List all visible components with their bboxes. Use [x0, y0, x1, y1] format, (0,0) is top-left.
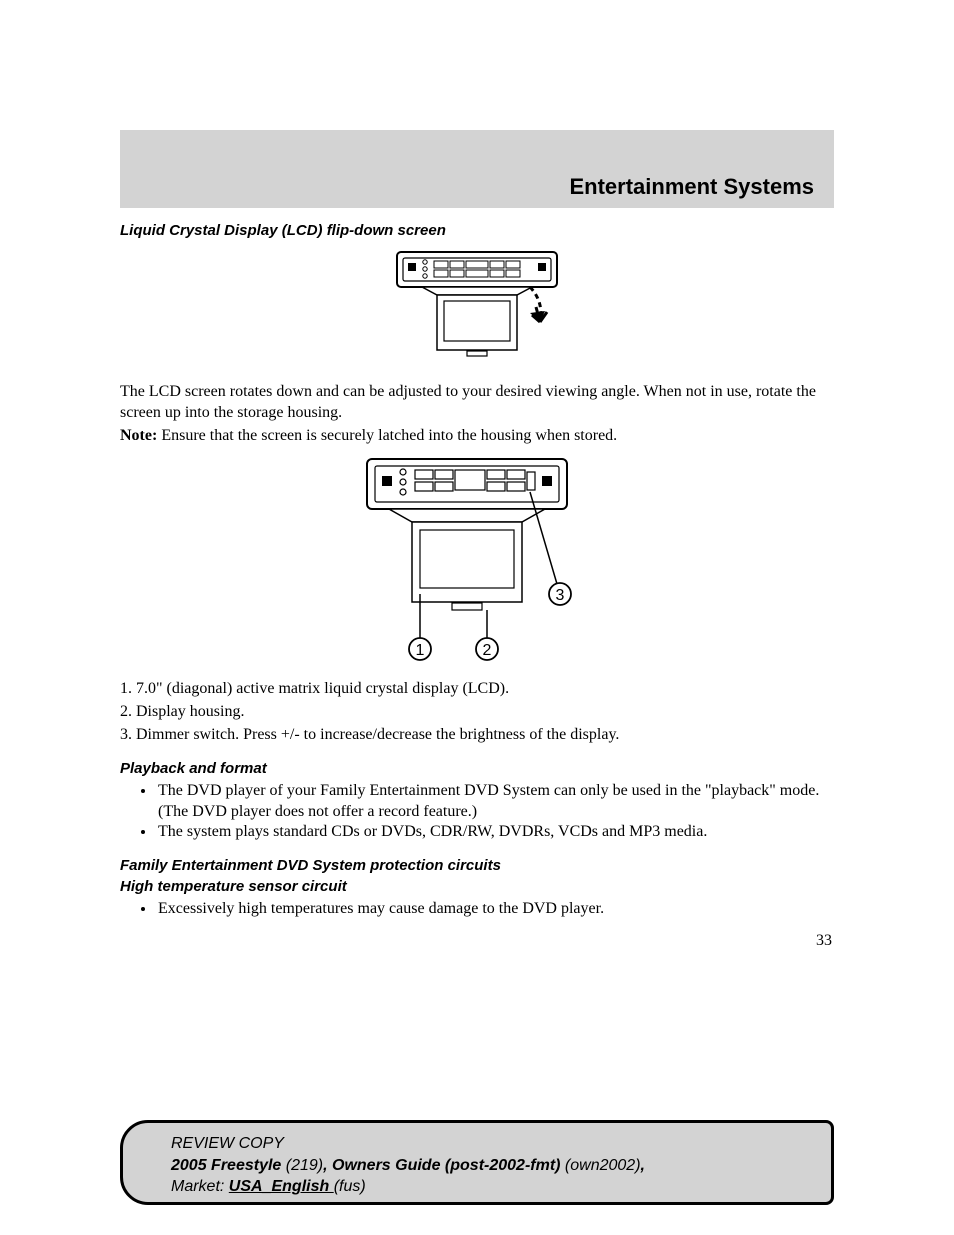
footer-line-2: 2005 Freestyle (219), Owners Guide (post… — [171, 1155, 811, 1177]
bullet-list-protection: Excessively high temperatures may cause … — [156, 899, 834, 920]
callout-item-1: 1. 7.0" (diagonal) active matrix liquid … — [120, 679, 834, 700]
callout-2: 2 — [483, 642, 492, 659]
para-note: Note: Ensure that the screen is securely… — [120, 426, 834, 447]
para-lcd-desc: The LCD screen rotates down and can be a… — [120, 382, 834, 424]
bullet-item: The DVD player of your Family Entertainm… — [156, 781, 834, 823]
bullet-item: The system plays standard CDs or DVDs, C… — [156, 822, 834, 843]
footer-line-1: REVIEW COPY — [171, 1133, 811, 1155]
bullet-list-playback: The DVD player of your Family Entertainm… — [156, 781, 834, 843]
footer-line-3: Market: USA_English (fus) — [171, 1176, 811, 1198]
note-text: Ensure that the screen is securely latch… — [157, 427, 617, 444]
figure-lcd-open — [120, 247, 834, 372]
callout-item-3: 3. Dimmer switch. Press +/- to increase/… — [120, 725, 834, 746]
page-title: Entertainment Systems — [569, 174, 814, 200]
callout-item-2: 2. Display housing. — [120, 702, 834, 723]
page-number: 33 — [120, 932, 834, 950]
bullet-item: Excessively high temperatures may cause … — [156, 899, 834, 920]
section-heading-playback: Playback and format — [120, 760, 834, 777]
figure-lcd-callouts: 1 2 3 — [120, 454, 834, 669]
header-bar: Entertainment Systems — [120, 130, 834, 208]
section-heading-lcd: Liquid Crystal Display (LCD) flip-down s… — [120, 222, 834, 239]
callout-3: 3 — [556, 587, 565, 604]
document-page: Entertainment Systems Liquid Crystal Dis… — [0, 0, 954, 950]
section-heading-protection: Family Entertainment DVD System protecti… — [120, 857, 834, 874]
note-label: Note: — [120, 427, 157, 444]
section-heading-hightemp: High temperature sensor circuit — [120, 878, 834, 895]
callout-1: 1 — [416, 642, 425, 659]
footer-review-box: REVIEW COPY 2005 Freestyle (219), Owners… — [120, 1120, 834, 1205]
